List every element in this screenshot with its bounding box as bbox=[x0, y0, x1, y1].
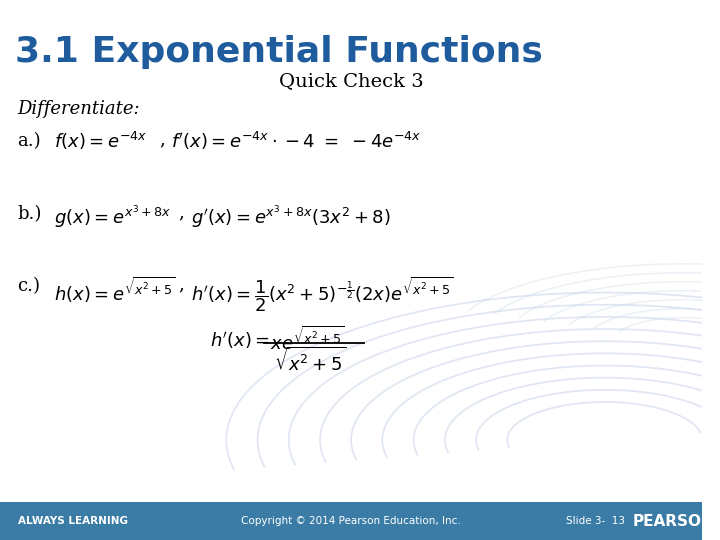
Text: Copyright © 2014 Pearson Education, Inc.: Copyright © 2014 Pearson Education, Inc. bbox=[241, 516, 461, 526]
Text: $xe^{\sqrt{x^2+5}}$: $xe^{\sqrt{x^2+5}}$ bbox=[270, 326, 344, 354]
Text: ALWAYS LEARNING: ALWAYS LEARNING bbox=[17, 516, 127, 526]
Text: PEARSON: PEARSON bbox=[632, 514, 714, 529]
Text: $g\left(x\right)=e^{x^3+8x}$: $g\left(x\right)=e^{x^3+8x}$ bbox=[54, 203, 171, 231]
Text: Differentiate:: Differentiate: bbox=[17, 100, 140, 118]
Text: $g'\left(x\right)=e^{x^3+8x}\left(3x^2+8\right)$: $g'\left(x\right)=e^{x^3+8x}\left(3x^2+8… bbox=[192, 203, 391, 231]
Text: $h\left(x\right)=e^{\sqrt{x^2+5}}$: $h\left(x\right)=e^{\sqrt{x^2+5}}$ bbox=[54, 275, 175, 305]
Bar bbox=[0, 502, 703, 540]
Text: 3.1 Exponential Functions: 3.1 Exponential Functions bbox=[14, 35, 542, 69]
Text: $f\left(x\right)=e^{-4x}$: $f\left(x\right)=e^{-4x}$ bbox=[54, 130, 147, 152]
Text: ,: , bbox=[179, 275, 184, 293]
Text: ,: , bbox=[179, 203, 184, 221]
Text: $h'\left(x\right)=\dfrac{1}{2}\left(x^2+5\right)^{-\frac{1}{2}}\left(2x\right)e^: $h'\left(x\right)=\dfrac{1}{2}\left(x^2+… bbox=[192, 275, 454, 314]
Text: ,: , bbox=[159, 130, 165, 148]
Text: Slide 3-  13: Slide 3- 13 bbox=[566, 516, 625, 526]
Text: a.): a.) bbox=[17, 132, 41, 150]
Text: $h'(x)=$: $h'(x)=$ bbox=[210, 330, 270, 351]
Text: $f'\left(x\right)=e^{-4x}\cdot-4 \ = \ -4e^{-4x}$: $f'\left(x\right)=e^{-4x}\cdot-4 \ = \ -… bbox=[171, 130, 421, 152]
Text: c.): c.) bbox=[17, 277, 40, 295]
Text: b.): b.) bbox=[17, 205, 42, 223]
Text: Quick Check 3: Quick Check 3 bbox=[279, 72, 423, 90]
Text: $\sqrt{x^2+5}$: $\sqrt{x^2+5}$ bbox=[274, 346, 346, 374]
